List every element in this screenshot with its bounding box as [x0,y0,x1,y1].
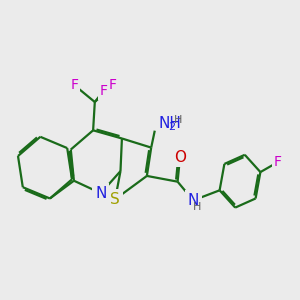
Text: H: H [193,202,201,212]
Text: F: F [70,78,78,92]
Text: F: F [109,78,117,92]
Text: NH: NH [158,116,181,131]
Text: F: F [273,155,281,170]
Text: N: N [188,193,199,208]
Text: S: S [110,192,120,207]
Text: O: O [174,150,186,165]
Text: H: H [173,115,182,125]
Text: F: F [99,84,107,98]
Text: 2: 2 [168,122,175,132]
Text: N: N [95,186,106,201]
